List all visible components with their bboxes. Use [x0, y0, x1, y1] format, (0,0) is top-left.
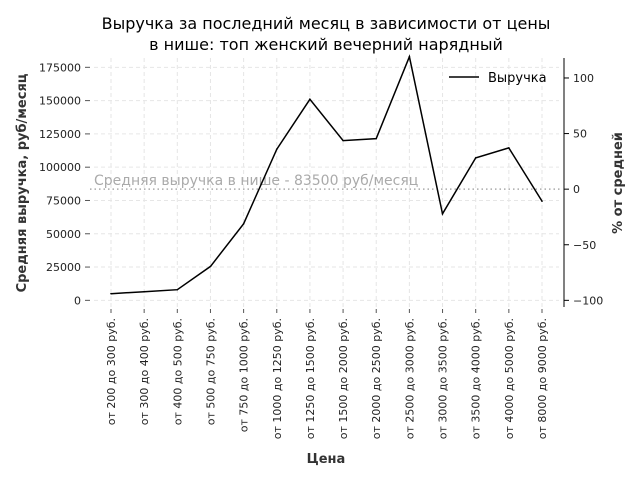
data-point [275, 148, 278, 151]
x-axis-label: Цена [307, 452, 346, 467]
x-tick-label: от 2000 до 2500 руб. [370, 318, 383, 439]
data-point [242, 222, 245, 225]
x-tick-label: от 200 до 300 руб. [105, 318, 118, 425]
y-tick-label: 100000 [39, 161, 81, 174]
x-tick-label: от 500 до 750 руб. [204, 318, 217, 425]
y-tick-label: 50000 [46, 228, 81, 241]
legend-label: Выручка [488, 71, 547, 86]
x-tick-label: от 2500 до 3000 руб. [403, 318, 416, 439]
y-axis-label: Средняя выручка, руб/месяц [15, 73, 30, 292]
data-point [342, 139, 344, 142]
y2-axis-ticks: −100 −50 0 50 100 [564, 72, 603, 307]
data-point [508, 147, 510, 149]
x-tick-label: от 4000 до 5000 руб. [503, 318, 516, 439]
chart-title-line-2: в нише: топ женский вечерний нарядный [149, 35, 503, 54]
data-point [176, 288, 179, 291]
y-tick-label: 75000 [46, 194, 81, 207]
x-tick-label: от 1000 до 1250 руб. [271, 318, 284, 439]
data-point [408, 55, 411, 58]
x-axis-ticks: от 200 до 300 руб. от 300 до 400 руб. от 4… [105, 309, 549, 439]
y-axis-ticks: 0 25000 50000 75000 100000 125000 150000 175000 [39, 61, 90, 307]
y-tick-label: 150000 [39, 95, 81, 108]
data-point [375, 137, 378, 140]
data-point [209, 265, 212, 268]
x-tick-label: от 3000 до 3500 руб. [437, 318, 450, 439]
x-tick-label: от 1500 до 2000 руб. [337, 318, 350, 439]
data-point [474, 157, 477, 159]
y2-axis-label: % от средней [611, 132, 626, 234]
grid [94, 58, 559, 307]
legend: Выручка [449, 71, 547, 86]
chart-title-line-1: Выручка за последний месяц в зависимости… [102, 14, 551, 33]
y2-tick-label: 0 [573, 183, 580, 196]
x-tick-label: от 8000 до 9000 руб. [536, 318, 549, 439]
x-tick-label: от 1250 до 1500 руб. [304, 318, 317, 439]
data-point [143, 290, 145, 293]
y2-tick-label: −100 [573, 294, 603, 307]
y2-tick-label: 50 [573, 128, 587, 141]
x-tick-label: от 300 до 400 руб. [138, 318, 151, 425]
y2-tick-label: 100 [573, 72, 594, 85]
series-points [110, 55, 543, 295]
y-tick-label: 0 [74, 294, 81, 307]
x-tick-label: от 750 до 1000 руб. [238, 318, 251, 432]
y-tick-label: 25000 [46, 261, 81, 274]
y-tick-label: 125000 [39, 128, 81, 141]
x-tick-label: от 3500 до 4000 руб. [470, 318, 483, 439]
y-tick-label: 175000 [39, 61, 81, 74]
data-point [309, 98, 311, 101]
average-label: Средняя выручка в нише - 83500 руб/месяц [94, 173, 418, 189]
x-tick-label: от 400 до 500 руб. [171, 318, 184, 425]
data-point [541, 200, 543, 202]
data-point [110, 292, 112, 295]
y2-tick-label: −50 [573, 239, 596, 252]
data-point [441, 212, 444, 215]
series-line-revenue [110, 54, 543, 295]
